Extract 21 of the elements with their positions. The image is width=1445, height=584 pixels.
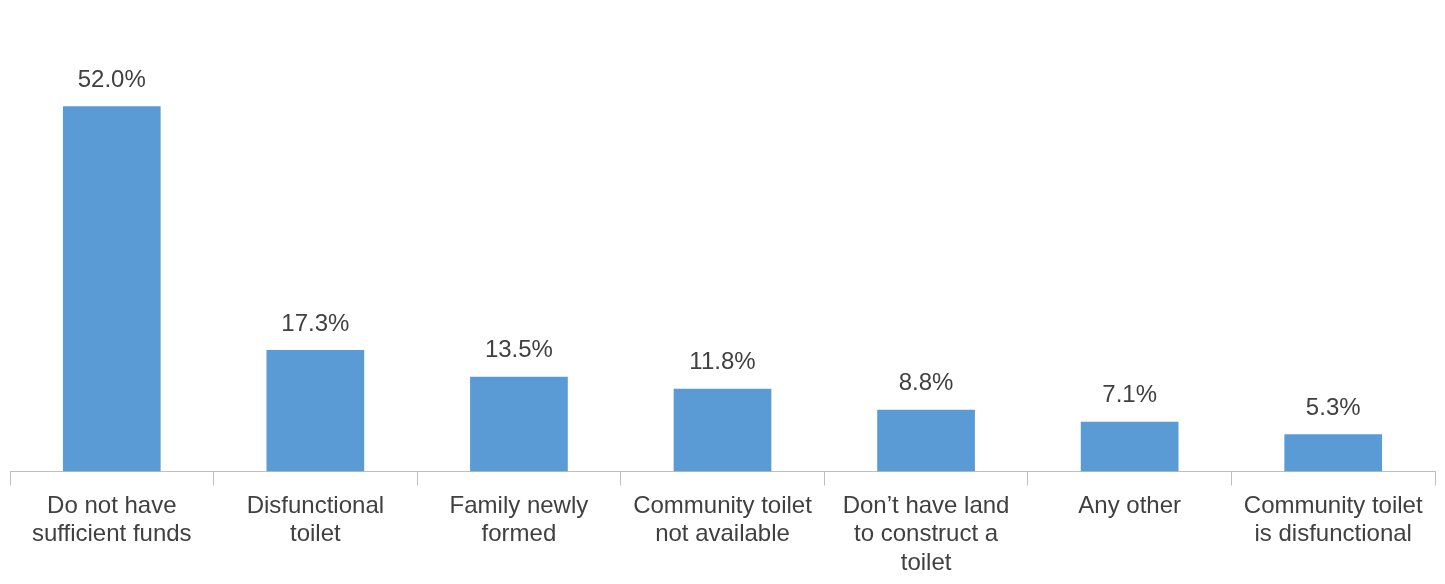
data-label: 17.3% — [281, 308, 350, 336]
data-label: 5.3% — [1305, 392, 1361, 420]
bar — [266, 350, 365, 472]
data-label: 8.8% — [898, 368, 954, 396]
x-tick-label: Disfunctional toilet — [246, 490, 385, 547]
x-tick-label: Community toilet is disfunctional — [1243, 490, 1423, 547]
data-label: 52.0% — [77, 64, 146, 92]
bar — [470, 376, 568, 472]
bar — [673, 388, 772, 472]
bar — [877, 409, 975, 472]
data-label: 11.8% — [689, 347, 756, 375]
data-label: 7.1% — [1102, 380, 1157, 408]
bar — [1284, 434, 1383, 472]
bar — [62, 106, 161, 472]
x-tick-label: Any other — [1078, 490, 1182, 518]
data-label: 13.5% — [484, 335, 553, 363]
bar — [1080, 421, 1179, 472]
x-tick-label: Don’t have land to construct a toilet — [842, 490, 1010, 576]
x-tick-label: Do not have sufficient funds — [31, 490, 192, 547]
x-tick-label: Family newly formed — [449, 490, 589, 547]
x-tick-label: Community toilet not available — [633, 490, 813, 547]
